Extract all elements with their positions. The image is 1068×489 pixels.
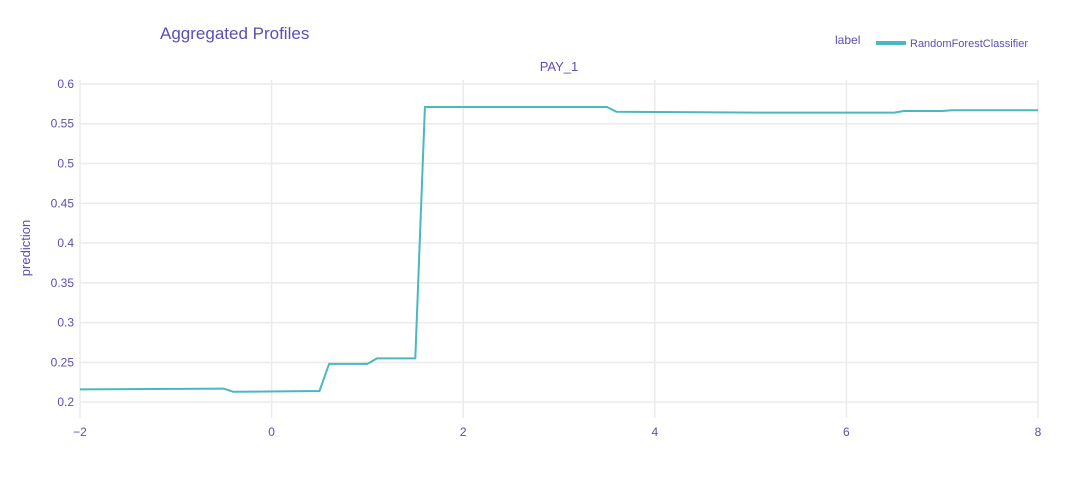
- x-axis-ticks: −2 0 2 4 6 8: [73, 425, 1042, 439]
- y-tick-label: 0.2: [57, 395, 74, 409]
- series-lines: [79, 106, 1038, 393]
- x-tick-label: −2: [73, 425, 87, 439]
- x-tick-label: 4: [651, 425, 658, 439]
- y-axis-ticks: 0.2 0.25 0.3 0.35 0.4 0.45 0.5 0.55 0.6: [51, 77, 75, 409]
- y-axis-title: prediction: [18, 220, 33, 276]
- series-line-randomforestclassifier[interactable]: [79, 106, 1038, 393]
- x-tick-label: 8: [1035, 425, 1042, 439]
- x-tick-label: 2: [460, 425, 467, 439]
- y-tick-label: 0.3: [57, 316, 74, 330]
- chart-title: Aggregated Profiles: [160, 24, 309, 43]
- x-tick-label: 6: [843, 425, 850, 439]
- legend[interactable]: label RandomForestClassifier: [835, 33, 1028, 50]
- y-tick-label: 0.55: [51, 117, 75, 131]
- legend-label-randomforestclassifier: RandomForestClassifier: [910, 38, 1028, 50]
- y-tick-label: 0.6: [57, 77, 74, 91]
- x-tick-label: 0: [268, 425, 275, 439]
- y-tick-label: 0.45: [51, 196, 75, 210]
- y-tick-label: 0.35: [51, 276, 75, 290]
- legend-title: label: [835, 33, 860, 47]
- y-tick-label: 0.4: [57, 236, 74, 250]
- subplot-title: PAY_1: [540, 59, 579, 74]
- y-tick-label: 0.25: [51, 355, 75, 369]
- grid-lines: [79, 80, 1039, 418]
- y-tick-label: 0.5: [57, 157, 74, 171]
